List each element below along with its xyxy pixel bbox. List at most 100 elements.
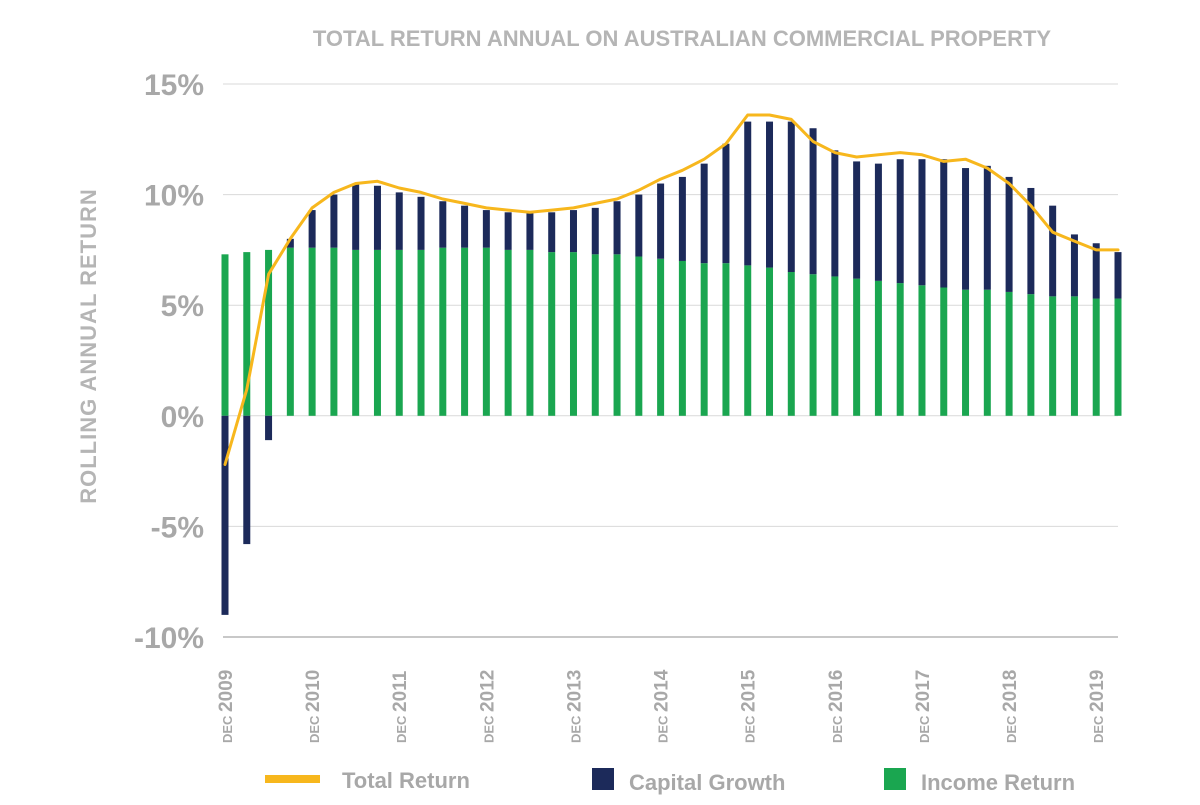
- income-return-bar: [265, 249, 273, 416]
- capital-growth-bar: [373, 185, 381, 250]
- income-return-bar: [722, 263, 730, 416]
- income-return-bar: [700, 263, 708, 416]
- capital-growth-bar: [613, 201, 621, 255]
- legend-label-income-return: Income Return: [921, 770, 1075, 795]
- income-return-bar: [373, 249, 381, 416]
- y-tick-label: 5%: [161, 290, 204, 323]
- capital-growth-bar: [787, 121, 795, 273]
- income-return-bar: [940, 287, 948, 416]
- capital-growth-bar: [744, 121, 752, 266]
- x-tick-label: DEC 2013: [564, 670, 585, 743]
- capital-growth-bar: [308, 210, 316, 248]
- capital-growth-bar: [678, 176, 686, 261]
- capital-growth-bar: [265, 415, 273, 441]
- legend: Total Return Capital Growth Income Return: [265, 768, 1075, 795]
- legend-swatch-income-return: [884, 768, 906, 790]
- capital-growth-bar: [1005, 176, 1013, 292]
- bars: [221, 121, 1122, 615]
- capital-growth-bar: [591, 207, 599, 255]
- y-tick-label: -10%: [134, 622, 204, 655]
- y-tick-label: -5%: [151, 511, 204, 544]
- income-return-bar: [1070, 296, 1078, 416]
- income-return-bar: [744, 265, 752, 416]
- capital-growth-bar: [1049, 205, 1057, 297]
- capital-growth-bar: [635, 194, 643, 257]
- capital-growth-bar: [1070, 234, 1078, 297]
- capital-growth-bar: [482, 210, 490, 248]
- x-tick-label: DEC 2011: [390, 670, 411, 743]
- income-return-bar: [395, 249, 403, 416]
- income-return-bar: [1092, 298, 1100, 416]
- income-return-bar: [983, 289, 991, 416]
- income-return-bar: [613, 254, 621, 416]
- income-return-bar: [286, 247, 294, 416]
- capital-growth-bar: [874, 163, 882, 281]
- income-return-bar: [243, 252, 251, 416]
- capital-growth-bar: [221, 415, 229, 615]
- legend-swatch-capital-growth: [592, 768, 614, 790]
- income-return-bar: [548, 252, 556, 416]
- capital-growth-bar: [831, 150, 839, 277]
- gridlines: 15% 10% 5% 0% -5% -10%: [134, 69, 1118, 655]
- x-tick-label: DEC 2017: [913, 670, 934, 743]
- capital-growth-bar: [722, 143, 730, 264]
- income-return-bar: [809, 274, 817, 416]
- income-return-bar: [874, 280, 882, 416]
- x-tick-label: DEC 2010: [303, 670, 324, 743]
- capital-growth-bar: [330, 194, 338, 248]
- y-tick-label: 0%: [161, 401, 204, 434]
- capital-growth-bar: [896, 159, 904, 284]
- total-return-line-group: [223, 113, 1120, 466]
- y-tick-label: 10%: [144, 180, 204, 213]
- x-tick-label: DEC 2018: [1000, 670, 1021, 743]
- capital-growth-bar: [569, 210, 577, 253]
- income-return-bar: [657, 258, 665, 416]
- capital-growth-bar: [700, 163, 708, 264]
- total-return-line: [223, 113, 1120, 466]
- income-return-bar: [308, 247, 316, 416]
- capital-growth-bar: [461, 205, 469, 248]
- legend-label-capital-growth: Capital Growth: [629, 770, 785, 795]
- x-tick-label: DEC 2009: [216, 670, 237, 743]
- capital-growth-bar: [439, 201, 447, 248]
- capital-growth-bar: [352, 183, 360, 250]
- income-return-bar: [1027, 294, 1035, 416]
- income-return-bar: [678, 260, 686, 416]
- capital-growth-bar: [504, 212, 512, 250]
- income-return-bar: [1005, 291, 1013, 416]
- x-tick-label: DEC 2016: [826, 670, 847, 743]
- capital-growth-bar: [918, 159, 926, 286]
- x-tick-label: DEC 2012: [477, 670, 498, 743]
- income-return-bar: [352, 249, 360, 416]
- capital-growth-bar: [983, 165, 991, 290]
- capital-growth-bar: [417, 196, 425, 250]
- capital-growth-bar: [526, 212, 534, 250]
- capital-growth-bar: [1027, 187, 1035, 295]
- income-return-bar: [221, 254, 229, 416]
- capital-growth-bar: [1092, 243, 1100, 299]
- legend-label-total-return: Total Return: [342, 768, 470, 793]
- capital-growth-bar: [395, 192, 403, 250]
- income-return-bar: [635, 256, 643, 416]
- income-return-bar: [787, 272, 795, 416]
- income-return-bar: [330, 247, 338, 416]
- chart-title: TOTAL RETURN ANNUAL ON AUSTRALIAN COMMER…: [313, 26, 1052, 51]
- y-axis-label: ROLLING ANNUAL RETURN: [76, 188, 101, 504]
- x-tick-label: DEC 2014: [652, 669, 673, 743]
- capital-growth-bar: [853, 161, 861, 279]
- income-return-bar: [1114, 298, 1122, 416]
- income-return-bar: [896, 283, 904, 416]
- axes: DEC 2009 DEC 2010 DEC 2011 DEC 2012 DEC 2013…: [216, 636, 1118, 743]
- capital-growth-bar: [1114, 252, 1122, 299]
- capital-growth-bar: [766, 121, 774, 268]
- income-return-bar: [591, 254, 599, 416]
- income-return-bar: [504, 249, 512, 416]
- income-return-bar: [569, 252, 577, 416]
- capital-growth-bar: [286, 238, 294, 248]
- income-return-bar: [417, 249, 425, 416]
- income-return-bar: [918, 285, 926, 416]
- capital-growth-bar: [940, 159, 948, 288]
- income-return-bar: [461, 247, 469, 416]
